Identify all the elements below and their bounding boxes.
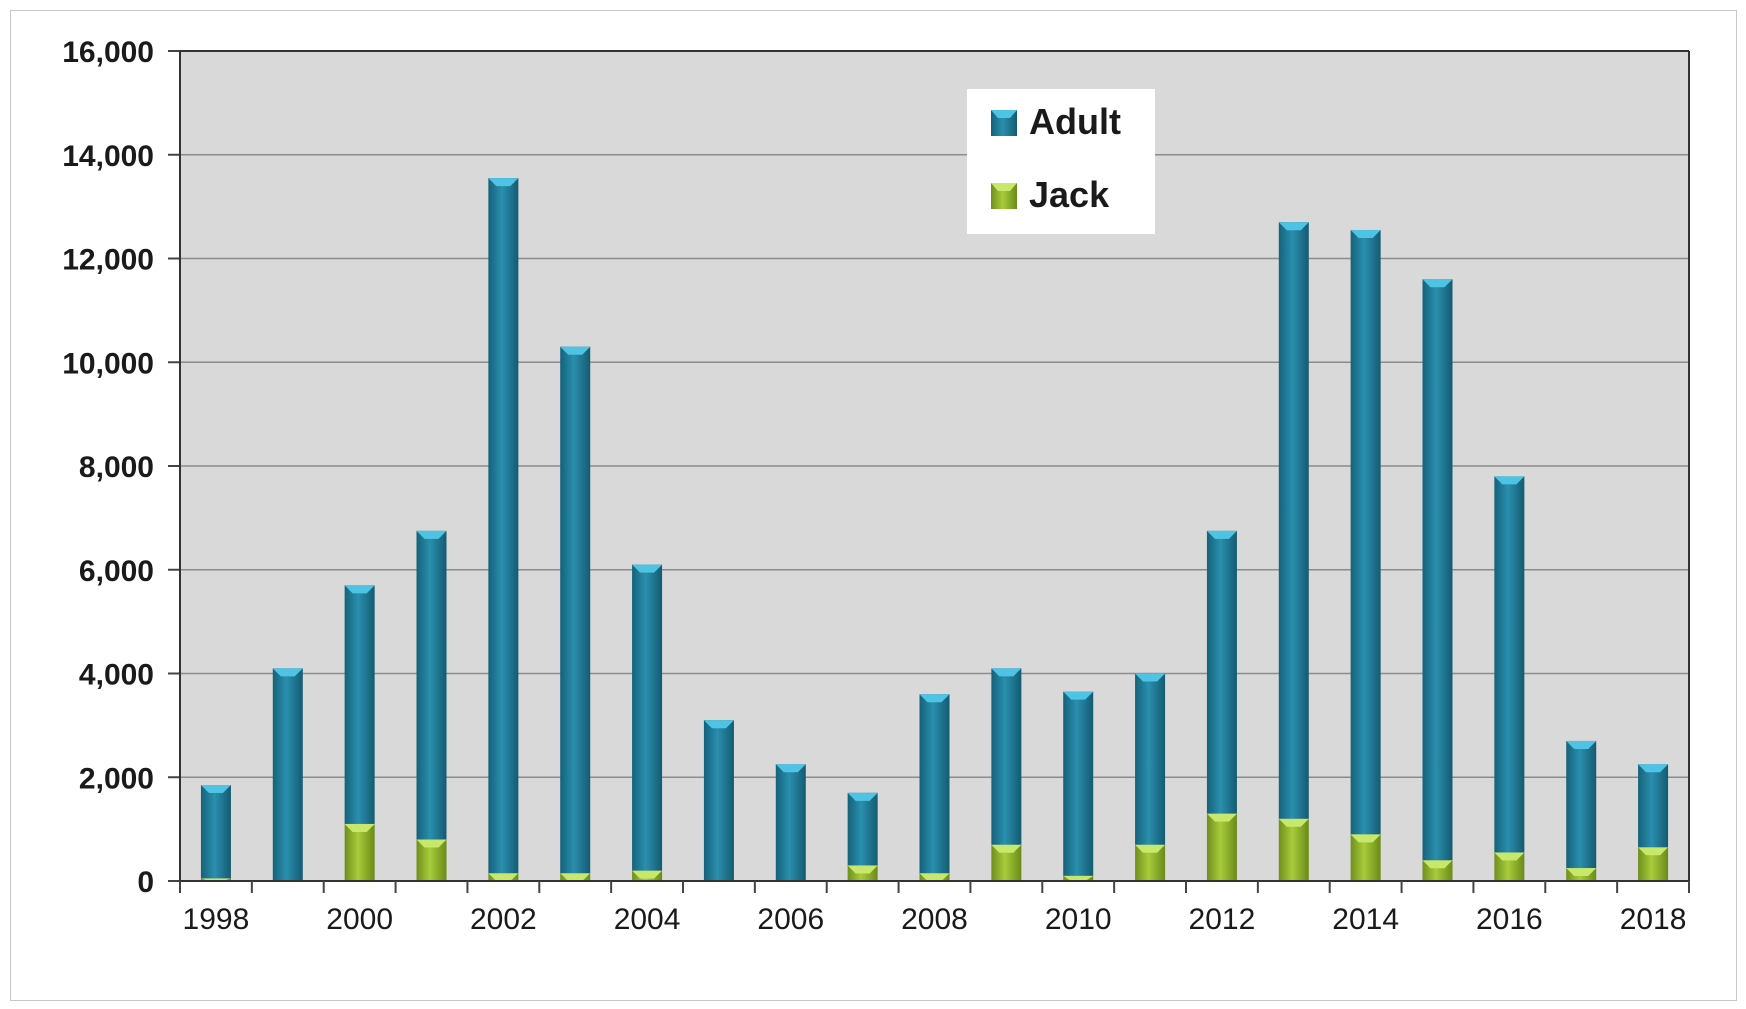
bar-cap-adult (488, 178, 519, 187)
bar-jack (344, 823, 375, 881)
y-tick-label: 8,000 (79, 451, 154, 484)
y-tick-labels: 0 2,000 4,000 6,000 8,000 10,000 12,000 14,000 1… (62, 36, 154, 899)
x-tick-label: 2006 (757, 903, 824, 936)
bar-cap-adult (1206, 530, 1237, 539)
x-tick-label: 2016 (1476, 903, 1543, 936)
axes (168, 50, 1690, 893)
y-tick-label: 12,000 (62, 244, 154, 277)
bar-adult (632, 564, 663, 871)
x-tick-label: 2014 (1332, 903, 1399, 936)
bar-cap-jack (1206, 813, 1237, 822)
bar-cap-jack (1494, 852, 1525, 861)
bar-adult (1566, 740, 1597, 869)
bar-cap-adult (200, 785, 231, 794)
bar-cap-adult (1135, 673, 1166, 682)
bar-cap-adult (847, 792, 878, 801)
bar-cap-jack (919, 873, 950, 881)
bar-cap-adult (1350, 229, 1381, 238)
bar-cap-jack (1350, 834, 1381, 843)
x-tick-label: 2000 (326, 903, 393, 936)
bar-adult (1638, 764, 1669, 848)
bar-cap-adult (272, 668, 303, 677)
bar-cap-adult (703, 720, 734, 729)
bar-adult (991, 668, 1022, 845)
bar-cap-adult (1422, 279, 1453, 288)
legend: Adult Jack (967, 89, 1155, 234)
y-tick-label: 0 (137, 866, 154, 899)
bar-cap-jack (1422, 860, 1453, 869)
x-tick-label: 2002 (470, 903, 537, 936)
bar-cap-jack (632, 870, 663, 879)
x-tick-labels: 1998 2000 2002 2004 2006 2008 2010 2012 2014 2016… (183, 903, 1687, 936)
y-tick-label: 16,000 (62, 36, 154, 69)
bar-cap-adult (1638, 764, 1669, 773)
bar-cap-adult (1063, 691, 1094, 700)
bar-cap-adult (1278, 222, 1309, 231)
y-tick-label: 10,000 (62, 347, 154, 380)
bar-adult (344, 585, 375, 824)
bar-cap-jack (847, 865, 878, 874)
bar-cap-adult (344, 585, 375, 594)
bar-adult (1206, 530, 1237, 814)
bar-cap-jack (1278, 818, 1309, 827)
bar-cap-adult (1494, 476, 1525, 485)
bar-adult (416, 530, 447, 840)
bar-cap-adult (775, 764, 806, 773)
bar-cap-jack (560, 873, 591, 881)
bar-adult (1135, 673, 1166, 845)
bar-jack (1206, 813, 1237, 881)
bar-adult (847, 792, 878, 866)
x-tick-label: 2010 (1045, 903, 1112, 936)
bar-cap-adult (1566, 740, 1597, 749)
bar-adult (488, 178, 519, 874)
bar-cap-jack (991, 844, 1022, 853)
x-tick-label: 1998 (183, 903, 250, 936)
x-tick-label: 2012 (1189, 903, 1256, 936)
x-tick-label: 2008 (901, 903, 968, 936)
bar-jack (1278, 818, 1309, 881)
bar-adult (1494, 476, 1525, 853)
bar-adult (775, 764, 806, 881)
y-tick-label: 14,000 (62, 140, 154, 173)
bar-cap-jack (1135, 844, 1166, 853)
legend-label-jack: Jack (1029, 174, 1110, 215)
bar-cap-jack (1063, 875, 1094, 881)
y-tick-label: 4,000 (79, 659, 154, 692)
bar-adult (1422, 279, 1453, 861)
legend-swatch-cap-adult (991, 110, 1017, 118)
bar-cap-jack (344, 823, 375, 832)
bar-adult (1063, 691, 1094, 876)
bars (200, 178, 1669, 881)
bar-adult (200, 785, 231, 879)
bar-adult (919, 694, 950, 874)
bar-cap-adult (416, 530, 447, 539)
bar-cap-adult (919, 694, 950, 703)
bar-adult (272, 668, 303, 881)
bar-cap-adult (560, 346, 591, 355)
bar-cap-adult (991, 668, 1022, 677)
bar-cap-jack (1566, 868, 1597, 877)
legend-label-adult: Adult (1029, 101, 1121, 142)
x-tick-label: 2004 (614, 903, 681, 936)
bar-adult (1278, 222, 1309, 819)
bar-adult (1350, 229, 1381, 835)
bar-adult (703, 720, 734, 881)
bar-cap-jack (488, 873, 519, 881)
bar-cap-jack (416, 839, 447, 848)
bar-cap-adult (632, 564, 663, 573)
y-tick-label: 2,000 (79, 762, 154, 795)
x-tick-label: 2018 (1620, 903, 1687, 936)
bar-adult (560, 346, 591, 874)
y-tick-label: 6,000 (79, 555, 154, 588)
legend-swatch-cap-jack (991, 183, 1017, 191)
bar-cap-jack (1638, 847, 1669, 856)
